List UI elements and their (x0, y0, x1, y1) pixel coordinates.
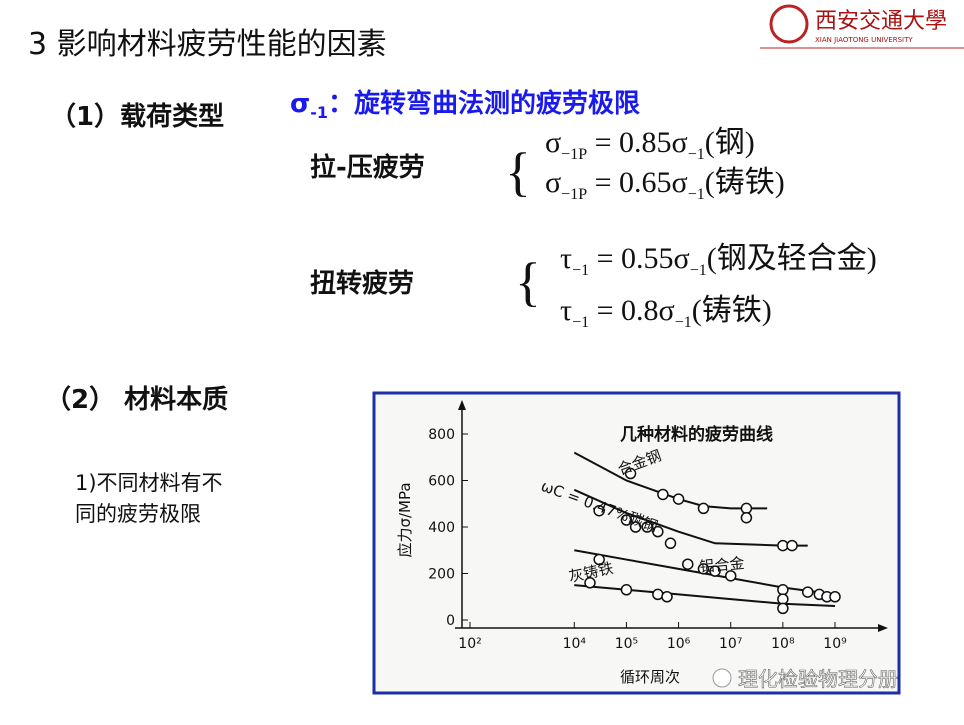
data-point (697, 563, 710, 575)
data-point (709, 565, 721, 577)
data-point (657, 488, 669, 501)
sigma-symbol: σ (290, 89, 310, 119)
watermark: 理化检验物理分册 (738, 667, 898, 691)
formula-part: (铸铁) (705, 166, 785, 199)
watermark-icon (712, 668, 732, 688)
slide-title: 3 影响材料疲劳性能的因素 (28, 27, 387, 62)
data-point (786, 539, 798, 552)
formula-part: σ (545, 126, 561, 159)
data-point (740, 502, 753, 515)
x-tick-label: 10⁴ (563, 636, 587, 652)
formula: σ−1P = 0.85σ−1(钢) (545, 126, 755, 163)
formula-part: (钢及轻合金) (707, 242, 877, 275)
formula: τ−1 = 0.55σ−1(钢及轻合金) (560, 242, 877, 279)
data-point (801, 586, 814, 598)
formula-subscript: −1P (561, 186, 587, 203)
x-tick-label: 10⁸ (771, 636, 795, 652)
formula-part: = 0.8σ (589, 294, 675, 327)
formula-part: (钢) (705, 126, 755, 159)
formula-part: τ (560, 242, 572, 275)
y-tick-label: 0 (446, 613, 455, 629)
logo-emblem (769, 4, 809, 44)
data-point (777, 593, 789, 605)
data-point (661, 591, 673, 603)
data-point (593, 553, 605, 566)
sigma-subscript: -1 (310, 103, 328, 122)
data-point (664, 537, 677, 550)
formula-part: = 0.85σ (587, 126, 688, 159)
formula-subscript: −1 (688, 146, 705, 163)
x-tick-label: 10² (458, 636, 481, 652)
formula-subscript: −1 (572, 314, 589, 331)
data-point (740, 511, 753, 524)
data-point (724, 570, 737, 582)
data-point (584, 577, 596, 589)
curve (574, 584, 836, 608)
logo-text: 西安交通大學 (815, 9, 947, 34)
curve (573, 451, 768, 510)
y-tick-label: 600 (428, 474, 455, 490)
formula-subscript: −1 (675, 314, 692, 331)
formula-subscript: −1 (572, 262, 589, 279)
data-point (652, 588, 664, 601)
y-axis-label: 应力σ/MPa (396, 482, 414, 557)
group-label: 拉-压疲劳 (310, 152, 425, 183)
x-tick-label: 10⁶ (667, 636, 691, 652)
data-point (682, 558, 694, 570)
formula-subscript: −1P (561, 146, 587, 163)
data-point (593, 504, 605, 517)
data-point (829, 591, 841, 603)
figure-title: 几种材料的疲劳曲线 (620, 424, 773, 445)
formula: σ−1P = 0.65σ−1(铸铁) (545, 166, 785, 203)
formula-subscript: −1 (688, 186, 705, 203)
group-label: 扭转疲劳 (310, 268, 414, 299)
section-heading: （1）载荷类型 (50, 102, 224, 132)
data-point (672, 493, 685, 505)
y-tick-label: 400 (428, 520, 455, 536)
data-point (652, 525, 664, 538)
data-point (697, 502, 710, 515)
formula-subscript: −1 (690, 262, 707, 279)
data-point (629, 521, 642, 533)
brace: { (515, 252, 541, 312)
data-point (620, 584, 633, 596)
data-point (777, 584, 789, 596)
data-point (620, 514, 633, 526)
formula-part: τ (560, 294, 572, 327)
logo-subtext: XIAN JIAOTONG UNIVERSITY (815, 36, 913, 44)
point-line: 同的疲劳极限 (75, 502, 201, 526)
sigma-note: σ-1：旋转弯曲法测的疲劳极限 (290, 88, 640, 122)
x-axis-label: 循环周次 (620, 668, 680, 686)
data-point (641, 521, 653, 533)
formula-part: = 0.65σ (587, 166, 688, 199)
formula-part: = 0.55σ (589, 242, 690, 275)
formula: τ−1 = 0.8σ−1(铸铁) (560, 294, 772, 331)
brace: { (505, 142, 531, 202)
y-tick-label: 200 (428, 567, 455, 583)
section-heading: （2） 材料本质 (45, 385, 228, 415)
point-line: 1)不同材料有不 (75, 471, 223, 495)
formula-part: (铸铁) (692, 294, 772, 327)
y-tick-label: 800 (428, 427, 455, 443)
x-tick-label: 10⁵ (615, 636, 638, 652)
curve-label: 铝合金 (699, 554, 745, 576)
data-point (624, 467, 637, 480)
x-tick-label: 10⁹ (823, 636, 847, 652)
formula-part: σ (545, 166, 561, 199)
data-point (777, 602, 789, 615)
sigma-text: ：旋转弯曲法测的疲劳极限 (328, 88, 640, 119)
x-tick-label: 10⁷ (719, 636, 742, 652)
